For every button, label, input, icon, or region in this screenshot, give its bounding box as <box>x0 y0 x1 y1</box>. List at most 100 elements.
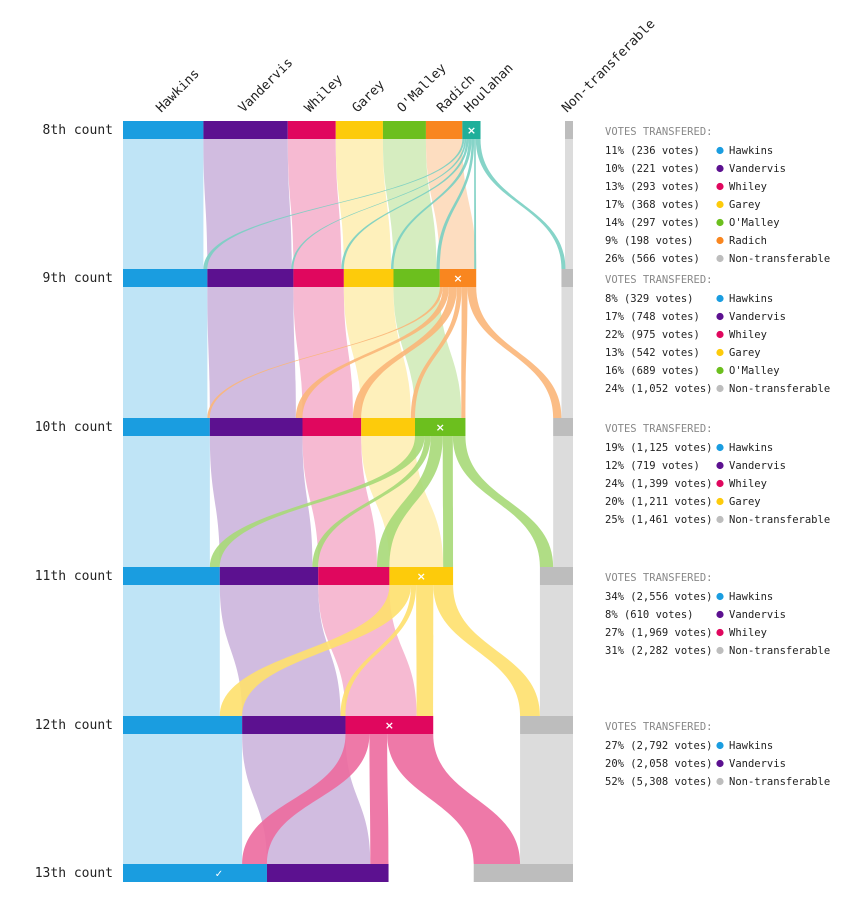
ribbon-hawkins-count-9 <box>123 287 208 418</box>
legend-dot-garey <box>716 200 724 209</box>
legend-candidate-name: Hawkins <box>729 145 773 157</box>
bar-garey-count-11[interactable] <box>389 567 454 585</box>
legend-candidate-name: Hawkins <box>729 293 773 305</box>
transfer-flow-radich-to-garey <box>410 287 462 418</box>
legend-dot-garey <box>716 497 724 506</box>
bar-vandervis-count-8[interactable] <box>203 121 288 139</box>
bar-o-malley-count-8[interactable] <box>382 121 426 139</box>
ribbon-hawkins-count-8 <box>123 139 204 269</box>
transfer-legend-block: VOTES TRANSFERED: 19% (1,125 votes) Hawkin… <box>605 423 830 526</box>
bar-garey-count-9[interactable] <box>343 269 394 287</box>
legend-dot-whiley <box>716 330 724 339</box>
legend-vote-text: 22% (975 votes) <box>605 329 700 341</box>
transfer-flow-o-malley-to-hawkins <box>209 436 425 567</box>
legend-candidate-name: O'Malley <box>729 365 780 377</box>
bar-garey-count-10[interactable] <box>361 418 416 436</box>
transfer-flow-garey-to-hawkins <box>219 585 412 716</box>
bar-whiley-count-10[interactable] <box>302 418 362 436</box>
legend-vote-text: 8% (610 votes) <box>605 609 694 621</box>
ribbon-hawkins-count-11 <box>123 585 220 716</box>
bar-non-transferable-count-12[interactable] <box>520 716 573 734</box>
column-header-garey: Garey <box>350 77 388 115</box>
transfer-flow-o-malley-to-non-transferable <box>452 436 554 567</box>
transfer-flow-houlahan-to-hawkins <box>203 139 465 269</box>
bar-hawkins-count-11[interactable] <box>123 567 220 585</box>
legend-candidate-name: Vandervis <box>729 758 786 770</box>
legend-candidate-name: Vandervis <box>729 163 786 175</box>
ribbon-non-transferable-count-9 <box>561 287 573 418</box>
legend-vote-text: 9% (198 votes) <box>605 235 694 247</box>
legend-candidate-name: Whiley <box>729 478 767 490</box>
bar-radich-count-9[interactable] <box>439 269 477 287</box>
bar-non-transferable-count-9[interactable] <box>561 269 573 287</box>
bar-hawkins-count-9[interactable] <box>123 269 208 287</box>
ribbon-o-malley-count-8 <box>382 139 437 269</box>
legend-candidate-name: Whiley <box>729 329 767 341</box>
ribbon-o-malley-count-9 <box>393 287 462 418</box>
legend-dot-non-transferable <box>716 515 724 524</box>
legend-vote-text: 52% (5,308 votes) <box>605 776 712 788</box>
transfer-flow-o-malley-to-garey <box>442 436 454 567</box>
ribbon-radich-count-8 <box>425 139 477 269</box>
legend-vote-text: 8% (329 votes) <box>605 293 694 305</box>
legend-heading: VOTES TRANSFERED: <box>605 274 712 286</box>
legend-candidate-name: Non-transferable <box>729 776 830 788</box>
legend-dot-vandervis <box>716 312 724 321</box>
transfer-flow-houlahan-to-garey <box>391 139 472 269</box>
count-label: 10th count <box>35 420 113 435</box>
bar-o-malley-count-10[interactable] <box>415 418 466 436</box>
legend-candidate-name: Non-transferable <box>729 253 830 265</box>
bar-houlahan-count-8[interactable] <box>462 121 481 139</box>
bar-non-transferable-count-10[interactable] <box>553 418 573 436</box>
bar-vandervis-count-11[interactable] <box>219 567 319 585</box>
bar-non-transferable-count-8[interactable] <box>565 121 573 139</box>
legend-candidate-name: Whiley <box>729 627 767 639</box>
bar-vandervis-count-12[interactable] <box>242 716 346 734</box>
legend-vote-text: 11% (236 votes) <box>605 145 700 157</box>
legend-dot-hawkins <box>716 294 724 303</box>
ribbon-non-transferable-count-10 <box>553 436 573 567</box>
column-header-hawkins: Hawkins <box>153 66 202 115</box>
ribbon-whiley-count-10 <box>302 436 377 567</box>
bar-hawkins-count-12[interactable] <box>123 716 243 734</box>
legend-vote-text: 17% (368 votes) <box>605 199 700 211</box>
bar-whiley-count-8[interactable] <box>287 121 336 139</box>
transfer-flow-whiley-to-non-transferable <box>387 734 521 864</box>
bar-vandervis-count-9[interactable] <box>207 269 294 287</box>
bar-vandervis-count-10[interactable] <box>209 418 303 436</box>
legend-candidate-name: Vandervis <box>729 460 786 472</box>
legend-candidate-name: Radich <box>729 235 767 247</box>
transfer-legend-block: VOTES TRANSFERED: 27% (2,792 votes) Hawkin… <box>605 721 830 788</box>
bar-whiley-count-9[interactable] <box>293 269 344 287</box>
column-header-non-transferable: Non-transferable <box>559 17 658 116</box>
ribbon-vandervis-count-8 <box>203 139 292 269</box>
transfer-flow-o-malley-to-vandervis <box>312 436 431 567</box>
legend-dot-hawkins <box>716 443 724 452</box>
legend-vote-text: 13% (542 votes) <box>605 347 700 359</box>
legend-candidate-name: Vandervis <box>729 311 786 323</box>
bar-radich-count-8[interactable] <box>425 121 463 139</box>
bar-hawkins-count-8[interactable] <box>123 121 204 139</box>
bar-non-transferable-count-11[interactable] <box>539 567 573 585</box>
legend-dot-non-transferable <box>716 646 724 655</box>
legend-vote-text: 25% (1,461 votes) <box>605 514 712 526</box>
eliminated-cross-icon: × <box>417 570 426 583</box>
bar-hawkins-count-10[interactable] <box>123 418 210 436</box>
eliminated-cross-icon: × <box>467 124 476 137</box>
bar-whiley-count-12[interactable] <box>345 716 434 734</box>
transfer-flows-layer <box>203 139 566 864</box>
bar-garey-count-8[interactable] <box>335 121 383 139</box>
bar-hawkins-count-13[interactable] <box>123 864 267 882</box>
legend-vote-text: 34% (2,556 votes) <box>605 591 712 603</box>
transfer-legend-block: VOTES TRANSFERED: 11% (236 votes) Hawkins 1… <box>605 126 830 265</box>
legend-candidate-name: Vandervis <box>729 609 786 621</box>
count-label: 12th count <box>35 718 113 733</box>
bar-non-transferable-count-13[interactable] <box>473 864 573 882</box>
transfer-flow-garey-to-vandervis <box>340 585 417 716</box>
legend-vote-text: 13% (293 votes) <box>605 181 700 193</box>
bar-whiley-count-11[interactable] <box>318 567 390 585</box>
eliminated-cross-icon: × <box>436 421 445 434</box>
ribbon-garey-count-9 <box>343 287 411 418</box>
bar-vandervis-count-13[interactable] <box>266 864 389 882</box>
bar-o-malley-count-9[interactable] <box>393 269 440 287</box>
